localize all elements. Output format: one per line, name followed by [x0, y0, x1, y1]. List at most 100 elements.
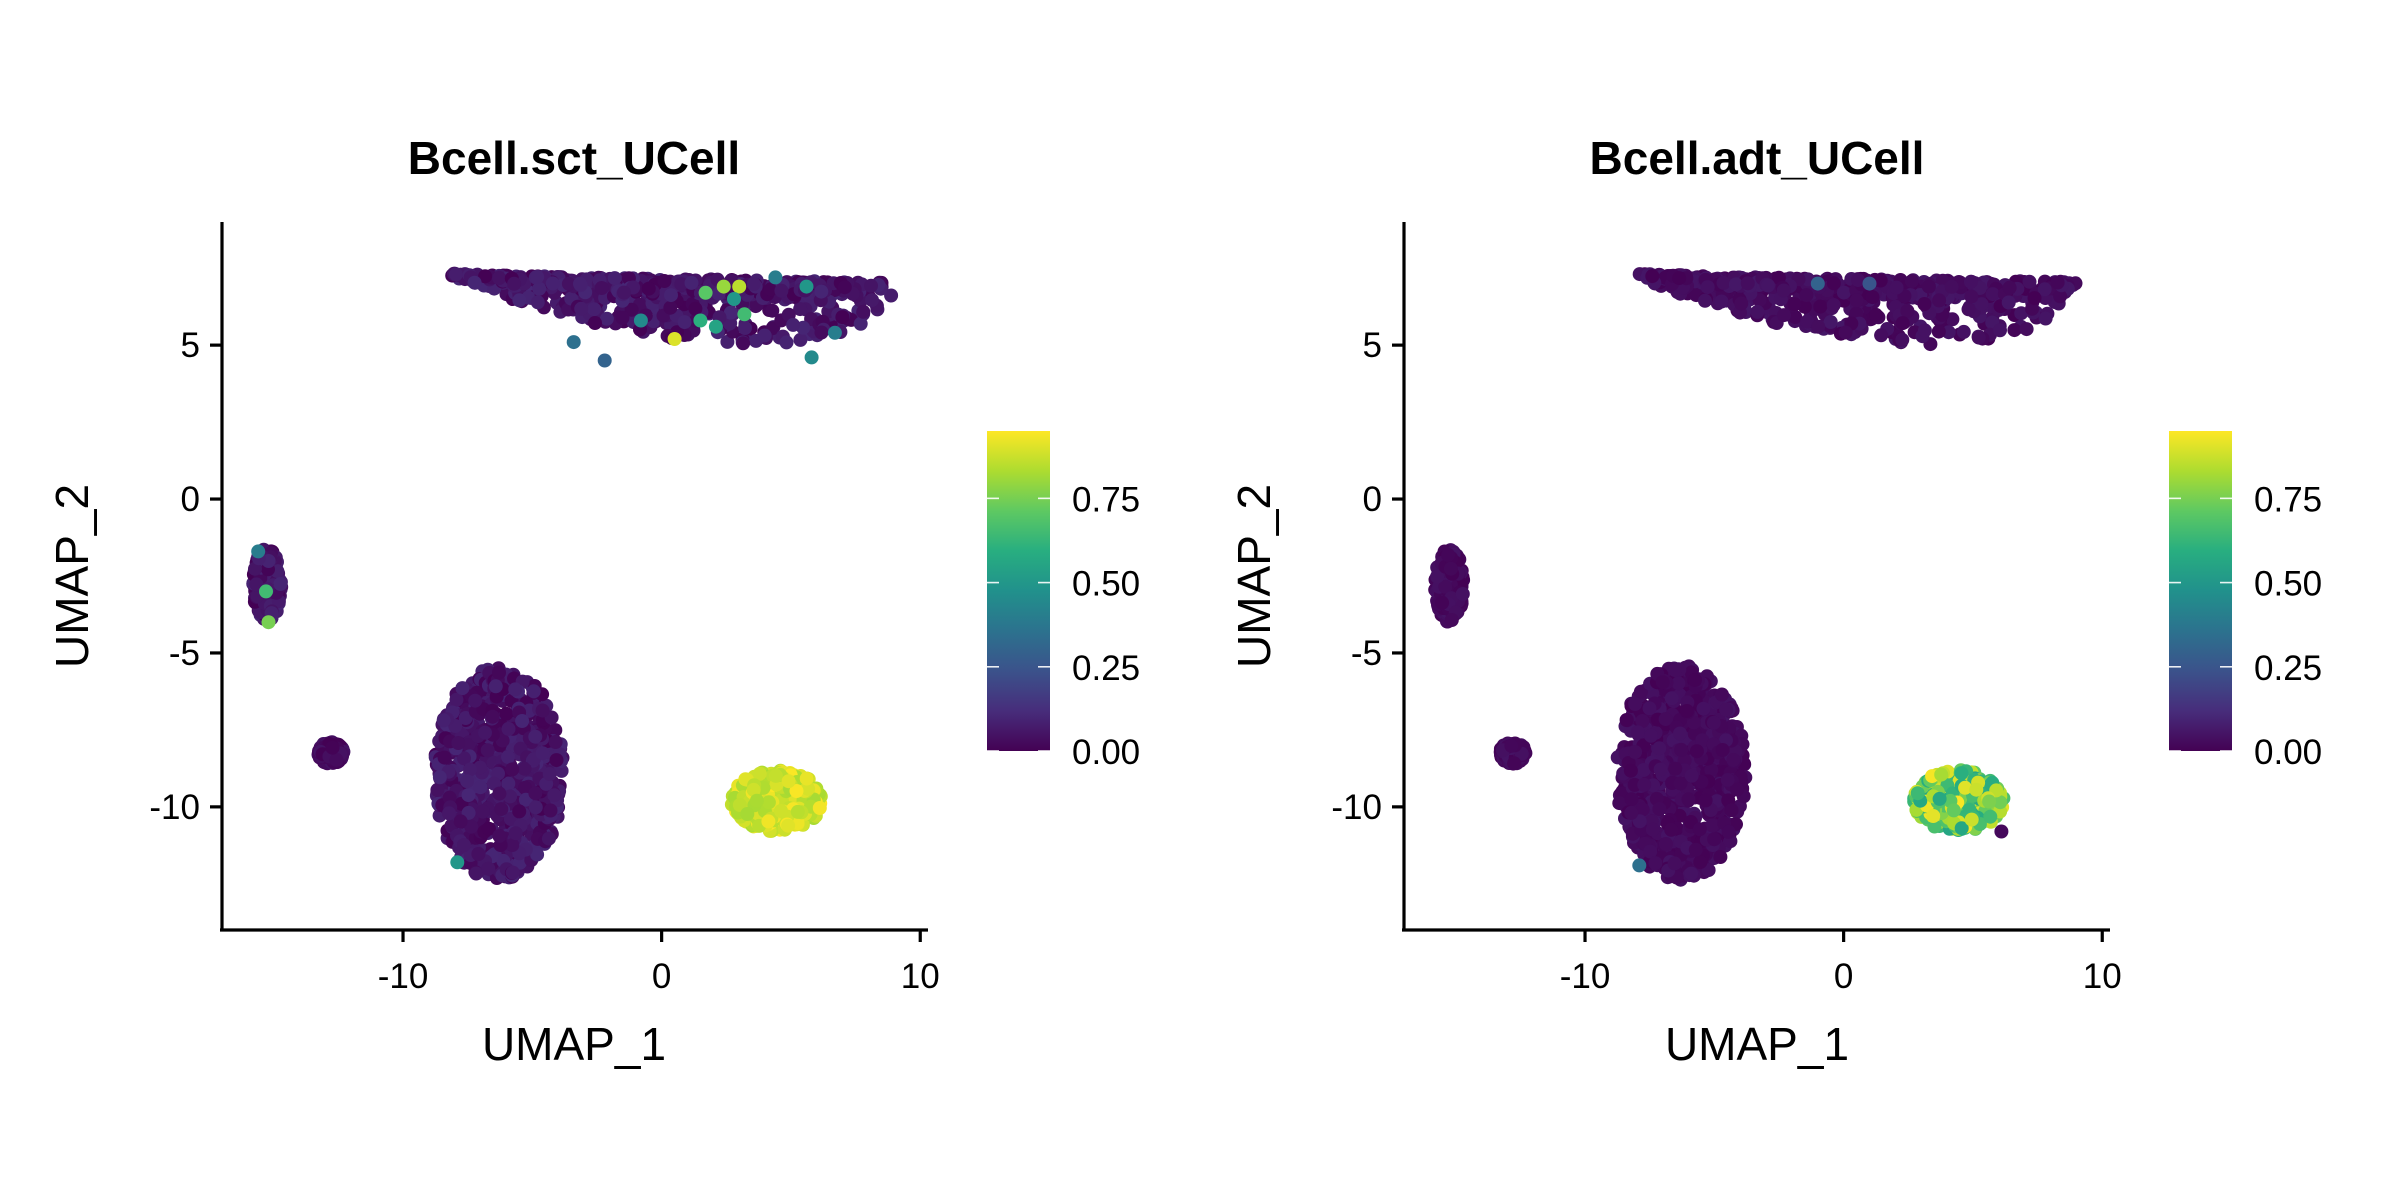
- cell-point-highlight: [698, 285, 713, 300]
- colorbar-tick-label: 0.75: [1072, 480, 1140, 519]
- cell-point: [1673, 776, 1688, 791]
- cell-point: [594, 281, 609, 295]
- cell-point: [1681, 792, 1696, 807]
- cell-point: [790, 804, 805, 819]
- cell-point-highlight: [737, 307, 752, 322]
- colorbar-tick-label: 0.75: [2254, 480, 2322, 519]
- cell-point: [1954, 766, 1969, 781]
- cell-point: [884, 288, 899, 303]
- cell-point: [547, 788, 562, 803]
- cell-point: [430, 782, 445, 797]
- cell-point: [1612, 796, 1627, 811]
- cell-point: [853, 316, 868, 331]
- cell-point-highlight: [708, 319, 723, 334]
- cell-point: [457, 751, 471, 766]
- cell-point: [1956, 324, 1971, 339]
- cell-point: [501, 721, 516, 736]
- cell-point: [1692, 822, 1707, 837]
- cell-point: [501, 776, 516, 791]
- cell-point: [1964, 289, 1979, 304]
- cell-point: [528, 800, 543, 815]
- cell-point: [1800, 314, 1815, 329]
- points-layer: [1428, 267, 2083, 887]
- cell-point: [1726, 753, 1741, 767]
- cell-point: [467, 275, 482, 290]
- cell-point: [505, 865, 520, 880]
- y-tick-label: -10: [1331, 788, 1382, 827]
- cell-point: [535, 746, 550, 761]
- cell-point: [453, 814, 468, 829]
- cell-point: [799, 771, 814, 786]
- cell-point: [749, 793, 764, 808]
- cell-point: [1441, 548, 1456, 562]
- cell-point: [752, 766, 767, 781]
- x-tick-label: 0: [652, 957, 671, 996]
- cell-point: [526, 684, 541, 699]
- y-tick-label: -10: [149, 788, 200, 827]
- ticks-layer: -10 0 10 5 0 -5 -10: [149, 326, 939, 996]
- cell-point: [1730, 782, 1744, 797]
- cell-point: [507, 276, 522, 291]
- cell-point: [528, 786, 543, 801]
- cell-point: [492, 786, 507, 801]
- cell-point: [1971, 330, 1986, 345]
- cell-point: [1724, 803, 1739, 818]
- cell-point: [461, 788, 476, 803]
- cell-point: [505, 762, 520, 777]
- cell-point: [469, 866, 484, 881]
- cell-point: [1895, 332, 1910, 347]
- cell-point: [1993, 323, 2007, 338]
- cell-point: [530, 295, 545, 310]
- cell-point: [492, 271, 507, 285]
- cell-point: [1944, 279, 1959, 294]
- cell-point: [1788, 310, 1803, 324]
- cell-point: [249, 577, 264, 592]
- cell-point-highlight: [827, 325, 842, 340]
- cell-point: [1684, 866, 1699, 881]
- cell-point: [1720, 773, 1735, 787]
- cell-point-highlight: [732, 279, 747, 294]
- cell-point: [505, 838, 520, 853]
- cell-point: [763, 282, 778, 297]
- cell-point: [2050, 275, 2065, 290]
- cell-point: [688, 301, 703, 316]
- cell-point: [1693, 855, 1708, 870]
- cell-point-highlight: [768, 270, 783, 285]
- cell-point: [512, 293, 527, 308]
- cell-point: [1750, 304, 1765, 319]
- cell-point: [1624, 805, 1639, 820]
- cell-point: [545, 276, 560, 291]
- cell-point: [1787, 297, 1802, 312]
- cell-point: [1910, 786, 1925, 801]
- cell-point: [1444, 613, 1459, 627]
- cell-point: [1504, 738, 1519, 753]
- cell-point: [587, 302, 602, 317]
- cell-point: [1954, 821, 1969, 836]
- cell-point: [532, 281, 547, 296]
- cell-point: [471, 847, 486, 861]
- cell-point: [1714, 294, 1729, 309]
- cell-point: [449, 267, 463, 282]
- cell-point: [1873, 273, 1888, 288]
- cell-point: [1698, 793, 1713, 808]
- cell-point: [508, 826, 523, 841]
- cell-point-highlight: [633, 313, 648, 328]
- cell-point: [456, 838, 471, 853]
- cell-point: [1849, 293, 1864, 308]
- cell-point: [1628, 745, 1643, 759]
- cell-point: [503, 789, 518, 804]
- cell-point: [746, 782, 761, 797]
- cell-point: [722, 316, 737, 331]
- cell-point: [1811, 319, 1826, 334]
- cell-point: [657, 274, 672, 288]
- cell-point: [501, 750, 515, 764]
- cell-point: [543, 803, 558, 818]
- cell-point: [481, 861, 496, 876]
- cell-point: [517, 761, 532, 776]
- cell-point: [2019, 322, 2034, 337]
- cell-point: [761, 814, 776, 829]
- cell-point-highlight: [804, 350, 819, 365]
- cell-point-highlight: [1810, 276, 1825, 291]
- cell-point: [786, 317, 801, 332]
